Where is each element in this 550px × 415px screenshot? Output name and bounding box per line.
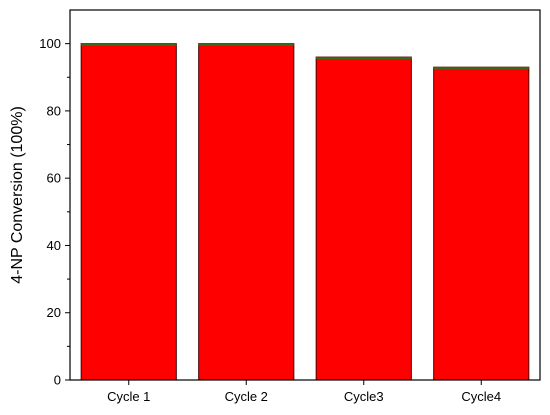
y-tick-label: 40	[47, 238, 61, 253]
y-tick-label: 100	[39, 36, 61, 51]
y-tick-label: 80	[47, 103, 61, 118]
x-tick-label: Cycle4	[461, 389, 501, 404]
plot-frame	[69, 9, 541, 381]
y-tick-label: 60	[47, 171, 61, 186]
x-axis-ticks: Cycle 1 Cycle 2 Cycle3 Cycle4	[107, 380, 501, 404]
x-tick-label: Cycle 2	[225, 389, 268, 404]
bar	[80, 43, 177, 381]
x-tick-label: Cycle 1	[107, 389, 150, 404]
y-axis-ticks: 0 20 40 60 80 100	[39, 36, 70, 388]
bars-group	[80, 43, 530, 381]
y-tick-label: 20	[47, 305, 61, 320]
x-tick-label: Cycle3	[344, 389, 384, 404]
y-axis-title: 4-NP Conversion (100%)	[9, 106, 26, 284]
y-tick-label: 0	[54, 373, 61, 388]
bar	[433, 66, 530, 381]
bar	[315, 56, 412, 381]
bar	[198, 43, 295, 381]
